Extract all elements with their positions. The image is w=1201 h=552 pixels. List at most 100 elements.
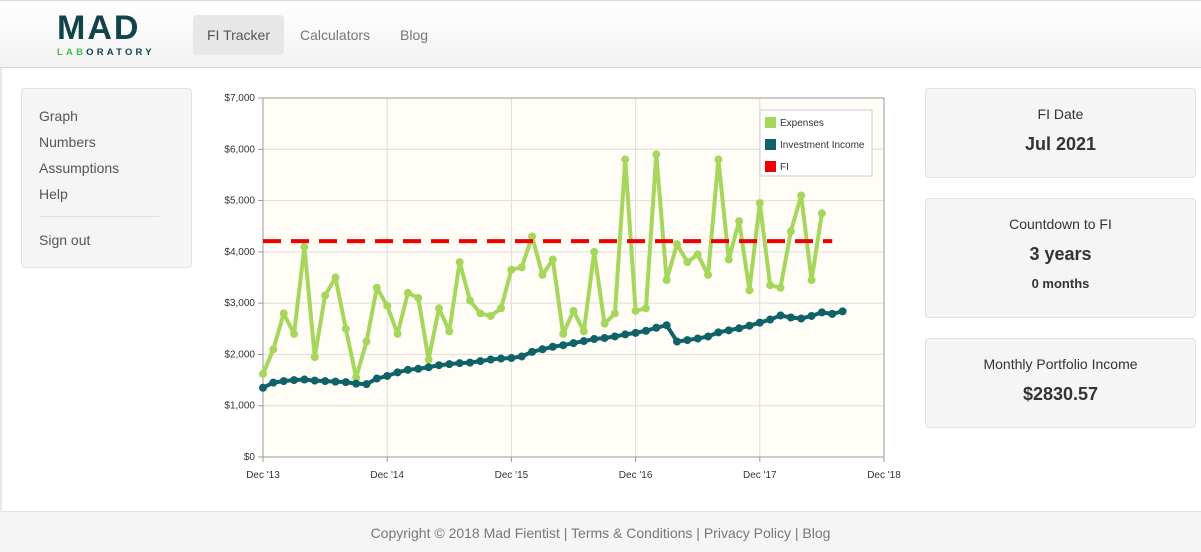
sidebar-item-help[interactable]: Help [39,186,68,202]
expenses-point [466,296,474,305]
expenses-point [817,209,826,218]
expenses-point [455,258,464,267]
sidebar-menu: Graph Numbers Assumptions Help Sign out [21,88,192,268]
legend-label: Investment Income [780,140,865,151]
legend-swatch [765,117,776,128]
expenses-point [517,263,526,272]
expenses-point [476,309,485,318]
sidebar-item-graph[interactable]: Graph [39,108,78,124]
investment-income-point [600,334,609,343]
expenses-point [362,337,371,346]
investment-income-point [486,355,495,364]
sidebar-item-sign-out[interactable]: Sign out [39,232,91,248]
investment-income-point [517,352,526,361]
x-tick-label: Dec '13 [246,470,280,481]
expenses-point [610,309,619,318]
investment-income-point [776,311,785,320]
investment-income-point [559,341,568,350]
expenses-point [766,281,775,290]
expenses-point [631,306,640,315]
nav-calculators[interactable]: Calculators [300,27,371,43]
investment-income-point [393,368,402,377]
legend-swatch [765,161,776,172]
legend-label: Expenses [780,118,824,129]
investment-income-point [434,361,443,370]
mad-laboratory-logo[interactable]: MAD LABORATORY [57,11,159,59]
expenses-point [538,270,547,279]
sidebar-item-numbers[interactable]: Numbers [39,134,96,150]
sidebar-divider [39,216,159,217]
expenses-point [714,155,723,164]
expenses-point [321,291,330,300]
expenses-point [372,283,381,292]
expenses-point [776,283,785,292]
portfolio-income-label: Monthly Portfolio Income [983,356,1138,372]
expenses-point [290,329,299,338]
expenses-point [641,304,650,313]
page-edge [0,68,2,511]
portfolio-income-card: Monthly Portfolio Income $2830.57 [925,338,1196,428]
expenses-point [269,345,278,354]
expenses-point [331,273,340,282]
footer-terms-link[interactable]: Terms & Conditions [571,525,693,541]
fi-date-label: FI Date [1037,106,1084,122]
y-tick-label: $6,000 [224,144,255,155]
investment-income-point [300,375,309,384]
investment-income-point [714,328,723,337]
expenses-point [486,311,495,320]
expenses-point [300,242,309,251]
x-tick-label: Dec '15 [495,470,529,481]
fi-date-value: Jul 2021 [1024,134,1097,154]
investment-income-point [310,376,319,385]
expenses-point [279,309,288,318]
investment-income-point [497,354,506,363]
expenses-point [383,301,392,310]
investment-income-point [372,374,381,383]
investment-income-point [786,313,795,322]
expenses-point [434,304,443,313]
legend-box [759,109,873,177]
sidebar-item-assumptions[interactable]: Assumptions [39,160,120,176]
expenses-point [497,304,506,313]
investment-income-point [269,378,278,387]
expenses-point [548,255,557,264]
investment-income-point [403,365,412,374]
investment-income-point [662,321,671,330]
investment-income-point [321,377,330,386]
investment-income-point [383,371,392,380]
y-tick-label: $5,000 [224,196,255,207]
investment-income-point [362,380,371,389]
y-tick-label: $3,000 [224,298,255,309]
y-tick-label: $0 [244,452,256,463]
footer-blog-link[interactable]: Blog [802,525,831,541]
legend-swatch [765,139,776,150]
nav-blog[interactable]: Blog [400,27,429,43]
expenses-point [704,270,713,279]
expenses-point [424,355,433,364]
expenses-point [600,319,609,328]
investment-income-point [548,342,557,351]
investment-income-point [673,337,681,346]
footer-privacy-link[interactable]: Privacy Policy [703,525,791,541]
expenses-point [652,150,661,159]
investment-income-point [341,378,350,387]
investment-income-point [569,339,578,348]
investment-income-point [766,315,775,324]
y-tick-label: $4,000 [224,247,255,258]
nav-fi-tracker[interactable]: FI Tracker [193,15,285,55]
expenses-point [724,255,733,264]
investment-income-point [466,358,474,367]
investment-income-point [621,330,630,339]
x-tick-label: Dec '17 [743,470,777,481]
investment-income-point [279,377,288,386]
countdown-card: Countdown to FI 3 years 0 months [925,198,1196,318]
countdown-months: 0 months [1031,276,1090,291]
expenses-point [310,352,319,361]
investment-income-point [331,377,340,386]
expenses-point [662,276,671,285]
investment-income-point [755,318,764,327]
investment-income-point [652,323,661,332]
expenses-point [414,294,423,303]
plot-border [262,97,885,458]
x-tick-label: Dec '14 [370,470,404,481]
